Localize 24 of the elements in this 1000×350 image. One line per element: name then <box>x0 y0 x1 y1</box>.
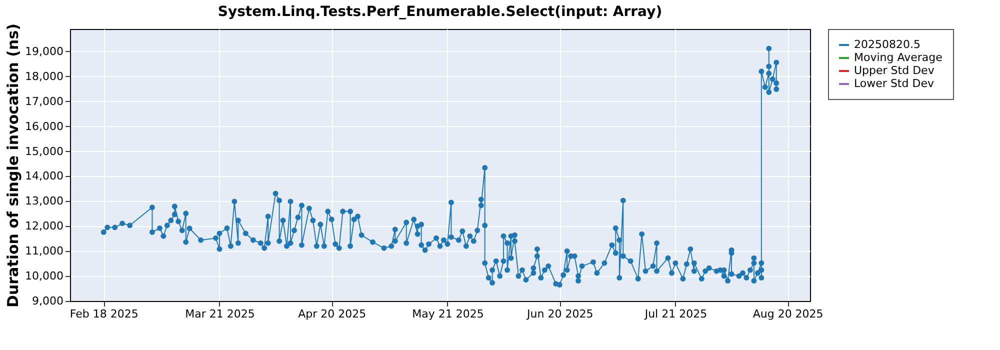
legend-label: 20250820.5 <box>854 38 920 51</box>
y-tick-label: 13,000 <box>25 194 64 208</box>
x-tick-label: Aug 20 2025 <box>752 308 824 320</box>
y-tick-label: 16,000 <box>25 120 64 133</box>
x-tick-label: May 21 2025 <box>412 308 484 320</box>
y-tick-label: 14,000 <box>25 170 64 183</box>
chart-title: System.Linq.Tests.Perf_Enumerable.Select(input: Array) <box>218 4 662 20</box>
y-tick-label: 9,000 <box>32 294 64 308</box>
y-tick-label: 18,000 <box>25 70 64 83</box>
x-tick-label: Jun 20 2025 <box>526 308 594 320</box>
y-tick-label: 11,000 <box>25 244 64 258</box>
x-tick-label: Apr 20 2025 <box>298 308 366 320</box>
legend-label: Moving Average <box>854 51 943 64</box>
legend-label: Upper Std Dev <box>854 64 935 77</box>
y-tick-label: 15,000 <box>25 144 64 158</box>
x-tick-label: Mar 21 2025 <box>185 308 255 320</box>
y-tick-label: 17,000 <box>25 94 64 108</box>
x-tick-label: Feb 18 2025 <box>70 308 138 320</box>
legend-label: Lower Std Dev <box>854 77 934 90</box>
x-tick-label: Jul 21 2025 <box>644 308 708 320</box>
y-axis-title: Duration of single invocation (ns) <box>4 24 22 308</box>
y-tick-label: 19,000 <box>25 44 64 58</box>
y-tick-label: 12,000 <box>25 220 64 233</box>
y-tick-label: 10,000 <box>25 270 64 283</box>
